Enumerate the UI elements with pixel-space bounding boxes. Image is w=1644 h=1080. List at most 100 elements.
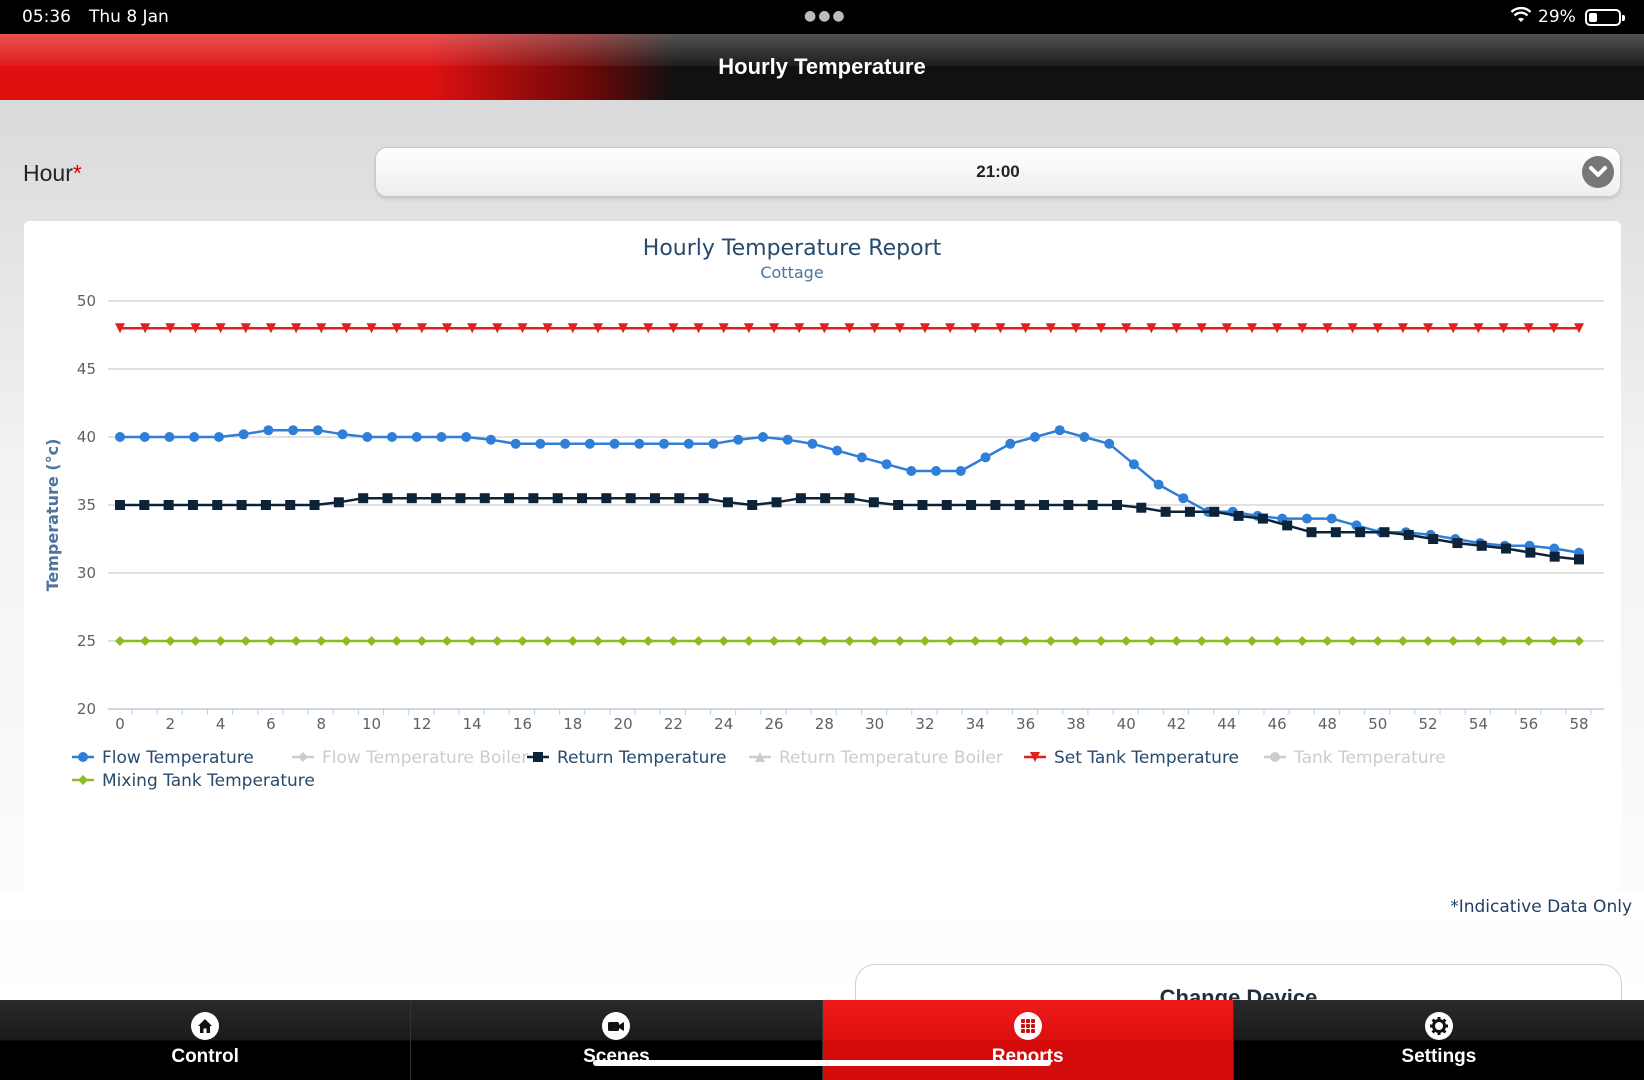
legend-item[interactable]: Flow Temperature (72, 748, 254, 768)
data-point[interactable] (115, 500, 125, 510)
data-point[interactable] (1063, 500, 1074, 510)
data-point[interactable] (1322, 323, 1333, 334)
data-point[interactable] (659, 438, 670, 449)
data-point[interactable] (238, 429, 249, 440)
data-point[interactable] (1184, 506, 1195, 517)
data-point[interactable] (1372, 636, 1383, 646)
data-point[interactable] (1574, 554, 1584, 565)
data-point[interactable] (1397, 636, 1408, 646)
data-point[interactable] (485, 434, 496, 445)
data-point[interactable] (1523, 323, 1534, 334)
data-point[interactable] (625, 493, 636, 504)
data-point[interactable] (366, 636, 377, 646)
tab-settings[interactable]: Settings (1232, 1000, 1644, 1080)
data-point[interactable] (1330, 527, 1341, 538)
data-point[interactable] (722, 497, 733, 508)
data-point[interactable] (743, 636, 754, 646)
data-point[interactable] (1146, 636, 1157, 646)
data-point[interactable] (668, 323, 679, 334)
data-point[interactable] (431, 493, 442, 504)
data-point[interactable] (1178, 493, 1189, 504)
data-point[interactable] (1020, 323, 1031, 334)
data-point[interactable] (115, 323, 125, 334)
data-point[interactable] (1104, 438, 1115, 449)
data-point[interactable] (333, 497, 344, 508)
data-point[interactable] (442, 323, 453, 334)
data-point[interactable] (1525, 547, 1536, 558)
legend-item[interactable]: Return Temperature (527, 748, 727, 768)
data-point[interactable] (406, 493, 417, 504)
data-point[interactable] (1498, 323, 1509, 334)
data-point[interactable] (634, 438, 645, 449)
data-point[interactable] (894, 636, 905, 646)
data-point[interactable] (592, 323, 603, 334)
data-point[interactable] (1372, 323, 1383, 334)
data-point[interactable] (358, 493, 369, 504)
data-point[interactable] (698, 493, 709, 504)
data-point[interactable] (215, 323, 226, 334)
data-point[interactable] (535, 438, 546, 449)
data-point[interactable] (807, 438, 818, 449)
data-point[interactable] (291, 323, 302, 334)
data-point[interactable] (674, 493, 685, 504)
data-point[interactable] (341, 323, 352, 334)
data-point[interactable] (1347, 636, 1358, 646)
data-point[interactable] (1196, 323, 1207, 334)
data-point[interactable] (747, 500, 758, 510)
tab-scenes[interactable]: Scenes (410, 1000, 822, 1080)
data-point[interactable] (1428, 534, 1439, 544)
data-point[interactable] (416, 323, 427, 334)
data-point[interactable] (1322, 636, 1333, 646)
data-point[interactable] (288, 425, 299, 436)
data-point[interactable] (1221, 323, 1232, 334)
home-indicator[interactable] (593, 1060, 1051, 1066)
data-point[interactable] (1452, 538, 1463, 549)
data-point[interactable] (609, 438, 620, 449)
data-point[interactable] (794, 636, 805, 646)
data-point[interactable] (560, 438, 571, 449)
data-point[interactable] (832, 445, 843, 456)
data-point[interactable] (1121, 323, 1132, 334)
data-point[interactable] (966, 500, 977, 510)
data-point[interactable] (618, 323, 629, 334)
data-point[interactable] (1020, 636, 1031, 646)
data-point[interactable] (1549, 551, 1560, 562)
data-point[interactable] (1326, 513, 1337, 524)
data-point[interactable] (1045, 323, 1056, 334)
data-point[interactable] (1423, 636, 1434, 646)
data-point[interactable] (1523, 636, 1534, 646)
data-point[interactable] (1355, 527, 1366, 538)
data-point[interactable] (316, 636, 327, 646)
data-point[interactable] (820, 493, 831, 504)
data-point[interactable] (140, 636, 151, 646)
data-point[interactable] (782, 434, 793, 445)
data-point[interactable] (312, 425, 323, 436)
data-point[interactable] (567, 323, 578, 334)
data-point[interactable] (567, 636, 578, 646)
data-point[interactable] (1257, 513, 1268, 524)
data-point[interactable] (856, 452, 867, 463)
data-point[interactable] (1476, 540, 1487, 551)
data-point[interactable] (1423, 323, 1434, 334)
data-point[interactable] (819, 636, 830, 646)
data-point[interactable] (1121, 636, 1132, 646)
data-point[interactable] (455, 493, 466, 504)
data-point[interactable] (1146, 323, 1157, 334)
data-point[interactable] (362, 432, 373, 442)
data-point[interactable] (941, 500, 952, 510)
data-point[interactable] (1196, 636, 1207, 646)
data-point[interactable] (743, 323, 754, 334)
data-point[interactable] (517, 636, 528, 646)
data-point[interactable] (970, 636, 981, 646)
data-point[interactable] (757, 432, 768, 442)
data-point[interactable] (165, 636, 176, 646)
data-point[interactable] (341, 636, 352, 646)
data-point[interactable] (391, 636, 402, 646)
legend-item[interactable]: Flow Temperature Boiler (292, 748, 528, 768)
data-point[interactable] (1136, 502, 1147, 513)
data-point[interactable] (945, 323, 956, 334)
data-point[interactable] (718, 636, 729, 646)
data-point[interactable] (115, 432, 125, 442)
data-point[interactable] (1574, 636, 1584, 646)
data-point[interactable] (917, 500, 928, 510)
